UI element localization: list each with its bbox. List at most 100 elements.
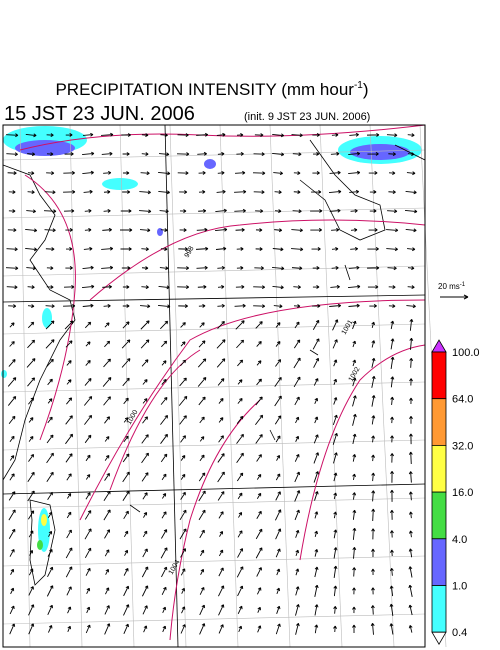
- grid-line: [369, 124, 395, 648]
- isobar-label: 998: [184, 245, 196, 259]
- precip-area: [350, 144, 410, 160]
- wind-arrow: [293, 376, 301, 388]
- coastline: [394, 144, 426, 161]
- wind-arrow: [257, 625, 262, 633]
- wind-arrow: [218, 511, 224, 519]
- wind-arrow: [371, 472, 376, 482]
- wind-arrow: [176, 152, 190, 157]
- wind-arrow: [408, 584, 413, 597]
- grid-line: [319, 124, 343, 648]
- wind-arrow: [333, 472, 338, 482]
- wind-arrow: [255, 247, 263, 251]
- wind-arrow: [409, 318, 414, 331]
- wind-arrow: [275, 435, 281, 443]
- reference-label: 20 ms-1: [438, 282, 466, 291]
- wind-arrow: [234, 208, 246, 213]
- wind-arrow: [331, 227, 340, 232]
- wind-arrow: [349, 132, 359, 137]
- wind-arrow: [198, 171, 206, 175]
- precip-area: [37, 540, 43, 550]
- wind-arrow: [333, 397, 338, 405]
- wind-arrow: [196, 132, 209, 137]
- wind-arrow: [352, 606, 356, 614]
- wind-arrow: [333, 359, 338, 367]
- wind-arrow: [141, 434, 149, 444]
- wind-arrow: [371, 508, 376, 522]
- wind-arrow: [350, 228, 358, 232]
- wind-arrow: [6, 133, 19, 138]
- wind-arrow: [104, 454, 110, 461]
- wind-arrow: [386, 133, 398, 138]
- wind-arrow: [312, 319, 320, 330]
- wind-arrow: [390, 416, 394, 424]
- colorbar-label: 100.0: [452, 347, 480, 359]
- wind-arrow: [387, 209, 398, 214]
- wind-arrow: [66, 397, 73, 405]
- wind-arrow: [105, 587, 110, 595]
- wind-arrow: [219, 530, 224, 537]
- wind-arrow: [160, 414, 169, 425]
- wind-arrow: [196, 265, 208, 270]
- coastline: [309, 349, 319, 356]
- wind-arrow: [29, 549, 34, 556]
- wind-arrow: [369, 304, 377, 308]
- precip-area: [157, 228, 163, 236]
- wind-arrow: [237, 379, 243, 385]
- wind-arrow: [253, 152, 265, 157]
- wind-arrow: [332, 339, 338, 349]
- wind-arrow: [217, 321, 225, 329]
- wind-arrow: [314, 549, 319, 557]
- wind-arrow: [45, 247, 55, 252]
- wind-arrow: [27, 152, 36, 157]
- wind-arrow: [9, 623, 16, 635]
- wind-arrow: [46, 171, 55, 176]
- wind-arrow: [408, 471, 413, 483]
- wind-arrow: [333, 585, 338, 597]
- wind-arrow: [352, 624, 356, 634]
- grid-line: [2, 149, 426, 161]
- wind-arrow: [28, 435, 34, 442]
- wind-arrow: [27, 321, 35, 329]
- wind-arrow: [27, 490, 35, 502]
- wind-arrow: [236, 133, 244, 137]
- wind-arrow: [44, 228, 56, 233]
- wind-arrow: [199, 623, 206, 635]
- wind-arrow: [291, 266, 303, 271]
- wind-arrow: [121, 266, 131, 270]
- wind-arrow: [27, 339, 36, 349]
- grid-line: [219, 124, 239, 648]
- isobar: [299, 344, 426, 561]
- wind-arrow: [235, 320, 245, 330]
- wind-arrow: [218, 398, 224, 404]
- wind-arrow: [310, 209, 323, 213]
- wind-arrow: [63, 303, 76, 308]
- colorbar-label: 1.0: [452, 581, 467, 593]
- wind-arrow: [178, 304, 188, 308]
- wind-arrow: [255, 321, 263, 329]
- wind-arrow: [46, 585, 54, 597]
- wind-arrow: [85, 492, 91, 500]
- isobar: [109, 349, 201, 491]
- wind-arrow: [143, 625, 148, 633]
- wind-arrow: [84, 528, 92, 540]
- wind-arrow: [409, 415, 413, 424]
- wind-arrow: [197, 284, 207, 289]
- wind-arrow: [390, 549, 394, 557]
- wind-arrow: [101, 265, 114, 270]
- wind-arrow: [295, 435, 300, 442]
- wind-arrow: [314, 624, 319, 634]
- wind-arrow: [386, 228, 399, 233]
- wind-arrow: [84, 414, 93, 425]
- colorbar-segment: [431, 351, 447, 400]
- wind-arrow: [140, 320, 150, 330]
- wind-arrow: [82, 151, 95, 156]
- wind-arrow: [198, 396, 206, 406]
- wind-arrow: [44, 190, 56, 195]
- wind-arrow: [388, 152, 396, 157]
- wind-arrow: [333, 492, 338, 500]
- grid-line: [2, 555, 426, 567]
- wind-arrow: [295, 622, 300, 635]
- wind-arrow: [181, 606, 186, 614]
- wind-arrow: [352, 492, 357, 500]
- wind-arrow: [162, 625, 167, 633]
